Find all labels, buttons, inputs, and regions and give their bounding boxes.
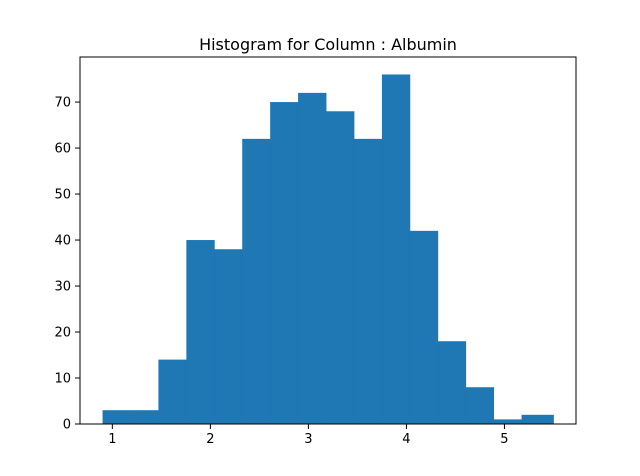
histogram-bar [158, 359, 187, 424]
histogram-bar [521, 414, 554, 424]
y-tick-label: 40 [54, 234, 71, 249]
histogram-bar [298, 92, 327, 425]
histogram-bar [242, 138, 271, 425]
bars-group [102, 74, 554, 425]
y-tick-label: 20 [54, 326, 71, 341]
x-tick-label: 1 [108, 432, 116, 447]
histogram-bar [270, 102, 299, 424]
y-tick-label: 10 [54, 372, 71, 387]
histogram-bar [381, 74, 411, 424]
histogram-bar [353, 138, 383, 425]
y-tick-label: 50 [54, 188, 71, 203]
histogram-bar [409, 230, 439, 424]
histogram-bar [437, 341, 467, 424]
histogram-bar [326, 111, 355, 425]
x-axis-ticks: 1 2 3 4 5 [108, 424, 509, 447]
y-tick-label: 30 [54, 280, 71, 295]
x-tick-label: 5 [500, 432, 508, 447]
y-tick-label: 60 [54, 142, 71, 157]
histogram-bar [493, 419, 522, 424]
chart-title: Histogram for Column : Albumin [199, 35, 457, 54]
x-tick-label: 3 [304, 432, 312, 447]
histogram-bar [130, 410, 159, 424]
y-axis-ticks: 0 10 20 30 40 50 60 70 [54, 96, 80, 433]
x-tick-label: 2 [206, 432, 214, 447]
histogram-bar [102, 410, 131, 424]
histogram-bar [186, 240, 215, 424]
y-tick-label: 70 [54, 96, 71, 111]
x-tick-label: 4 [402, 432, 410, 447]
histogram-bar [465, 387, 495, 424]
y-tick-label: 0 [63, 418, 71, 433]
histogram-bar [214, 249, 243, 424]
plot-frame [79, 56, 577, 425]
